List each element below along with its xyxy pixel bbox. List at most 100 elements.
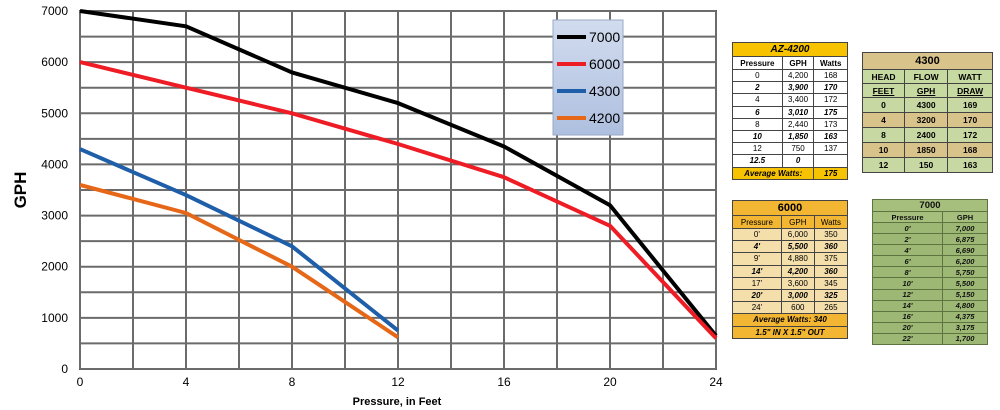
table-header-row: Pressure GPH Watts <box>732 56 848 70</box>
table-title-cell: AZ-4200 <box>732 42 848 57</box>
table-cell: 12 <box>732 142 783 156</box>
gph-pressure-chart: 0 4 8 12 16 20 2401000200030004000500060007000… <box>11 4 723 408</box>
series-line-6000 <box>79 60 718 340</box>
outlet-row: 1.5" IN X 1.5" OUT <box>732 325 848 339</box>
table-header-row: Pressure GPH <box>871 211 988 223</box>
table-cell: 9' <box>732 252 782 266</box>
table-cell: 0' <box>732 227 782 242</box>
table-cell: 17' <box>732 276 782 290</box>
table-row: 12 150 163 <box>862 157 993 173</box>
table-row: 9' 4,880 375 <box>732 252 849 266</box>
x-tick-label: 4 <box>183 375 190 389</box>
y-tick-label: 6000 <box>41 55 68 69</box>
table-cell: 0' <box>871 221 944 235</box>
table-cell: 8 <box>862 127 905 143</box>
table-row: 10 1,850 163 <box>732 129 848 144</box>
table-cell: 5,500 <box>780 240 815 254</box>
table-cell: 14' <box>732 264 782 278</box>
table-cell: 360 <box>813 240 849 254</box>
table-cell: 5,500 <box>942 277 988 290</box>
table-cell: 10 <box>732 129 783 144</box>
table-cell: 4' <box>732 240 782 254</box>
table-row: 24' 600 265 <box>732 301 849 315</box>
table-title: 6000 <box>732 200 848 216</box>
table-cell: 265 <box>813 301 849 315</box>
table-cell: 6,200 <box>942 255 988 268</box>
table-cell: 6,690 <box>942 244 988 257</box>
az-4200-table: AZ-4200 Pressure GPH Watts 0 4,200 168 2 3,900 17… <box>731 42 848 180</box>
x-tick-label: 8 <box>289 375 296 389</box>
table-cell: 168 <box>947 142 993 158</box>
table-cell: 3200 <box>903 112 949 128</box>
table-row: 20' 3,000 325 <box>732 288 849 303</box>
table-cell: 12 <box>862 157 905 173</box>
table-row: 20' 3,175 <box>871 321 988 334</box>
series-line-7000 <box>79 9 718 338</box>
legend-box <box>552 19 624 136</box>
table-row: 14' 4,800 <box>871 299 988 312</box>
table-row: 2 3,900 170 <box>732 81 848 95</box>
table-cell: 1,700 <box>942 332 988 346</box>
table-cell: 0 <box>781 154 815 168</box>
table-row: 12.5 0 <box>732 154 848 168</box>
table-row: 12' 5,150 <box>871 288 988 301</box>
table-cell: 0 <box>732 68 783 83</box>
legend-label-4300: 4300 <box>589 83 620 99</box>
table-row: 6 3,010 175 <box>732 105 848 119</box>
y-tick-label: 3000 <box>41 209 68 223</box>
table-cell: 345 <box>813 276 849 290</box>
table-cell: 12' <box>871 288 944 301</box>
y-tick-label: 2000 <box>41 260 68 274</box>
table-cell: 6,875 <box>942 233 988 246</box>
table-cell: 4300 <box>903 97 949 113</box>
x-tick-label: 0 <box>77 375 84 389</box>
table-title: 7000 <box>872 199 988 212</box>
table-header-cell: GPH <box>780 215 815 229</box>
x-tick-label: 24 <box>709 375 723 389</box>
table-title-cell: 4300 <box>862 52 993 70</box>
average-row: Average Watts: 340 <box>732 313 848 327</box>
table-cell: 4,375 <box>942 310 988 323</box>
y-tick-label: 5000 <box>41 106 68 120</box>
series-line-4300 <box>79 147 400 333</box>
table-cell: 22' <box>871 332 944 346</box>
table-cell: 2400 <box>903 127 949 143</box>
table-cell: 5,750 <box>942 266 988 279</box>
model-6000-table: 6000 Pressure GPH Watts 0' 6,000 350 4' 5,500 360… <box>732 200 849 339</box>
table-row: 8 2,440 173 <box>732 117 848 131</box>
series-line-4200 <box>79 182 400 339</box>
legend: 7000 6000 4300 4200 <box>552 19 624 136</box>
table-cell: 600 <box>780 301 815 315</box>
table-cell: 168 <box>813 68 848 83</box>
table-cell: 10 <box>862 142 905 158</box>
legend-label-4200: 4200 <box>589 110 620 126</box>
table-cell: 10' <box>871 277 944 290</box>
table-title-cell: 6000 <box>732 200 848 216</box>
table-row: 10' 5,500 <box>871 277 988 290</box>
table-cell: 6' <box>871 255 944 268</box>
table-row: 8' 5,750 <box>871 266 988 279</box>
table-cell: 350 <box>813 227 849 242</box>
table-row: 4' 5,500 360 <box>732 240 849 254</box>
table-cell: 173 <box>813 117 848 131</box>
table-header-cell: FEET <box>862 83 905 98</box>
table-cell: 150 <box>903 157 949 173</box>
table-row: 2' 6,875 <box>871 233 988 246</box>
model-7000-table: 7000 Pressure GPH 0' 7,000 2' 6,875 4' 6,690 6' 6,… <box>871 199 988 346</box>
table-cell: Average Watts: 340 <box>732 313 848 327</box>
table-cell: 4 <box>732 93 783 107</box>
average-row: Average Watts: 175 <box>731 166 848 180</box>
table-row: 4 3,400 172 <box>732 93 848 107</box>
table-cell: 20' <box>871 321 944 334</box>
model-4300-table: 4300 HEAD FLOW WATT FEET GPH DRAW 0 4300 169 4 3200… <box>862 52 993 173</box>
table-row: 0' 6,000 350 <box>732 227 849 242</box>
table-title: 4300 <box>862 52 993 70</box>
table-cell: 170 <box>813 81 848 95</box>
table-cell: 163 <box>813 129 848 144</box>
table-header-cell: FLOW <box>903 69 949 84</box>
table-cell: 4 <box>862 112 905 128</box>
table-row: 22' 1,700 <box>871 332 988 346</box>
table-header-cell: Watts <box>813 215 849 229</box>
table-header-cell: DRAW <box>947 83 993 98</box>
table-cell: Average Watts: <box>731 166 815 180</box>
